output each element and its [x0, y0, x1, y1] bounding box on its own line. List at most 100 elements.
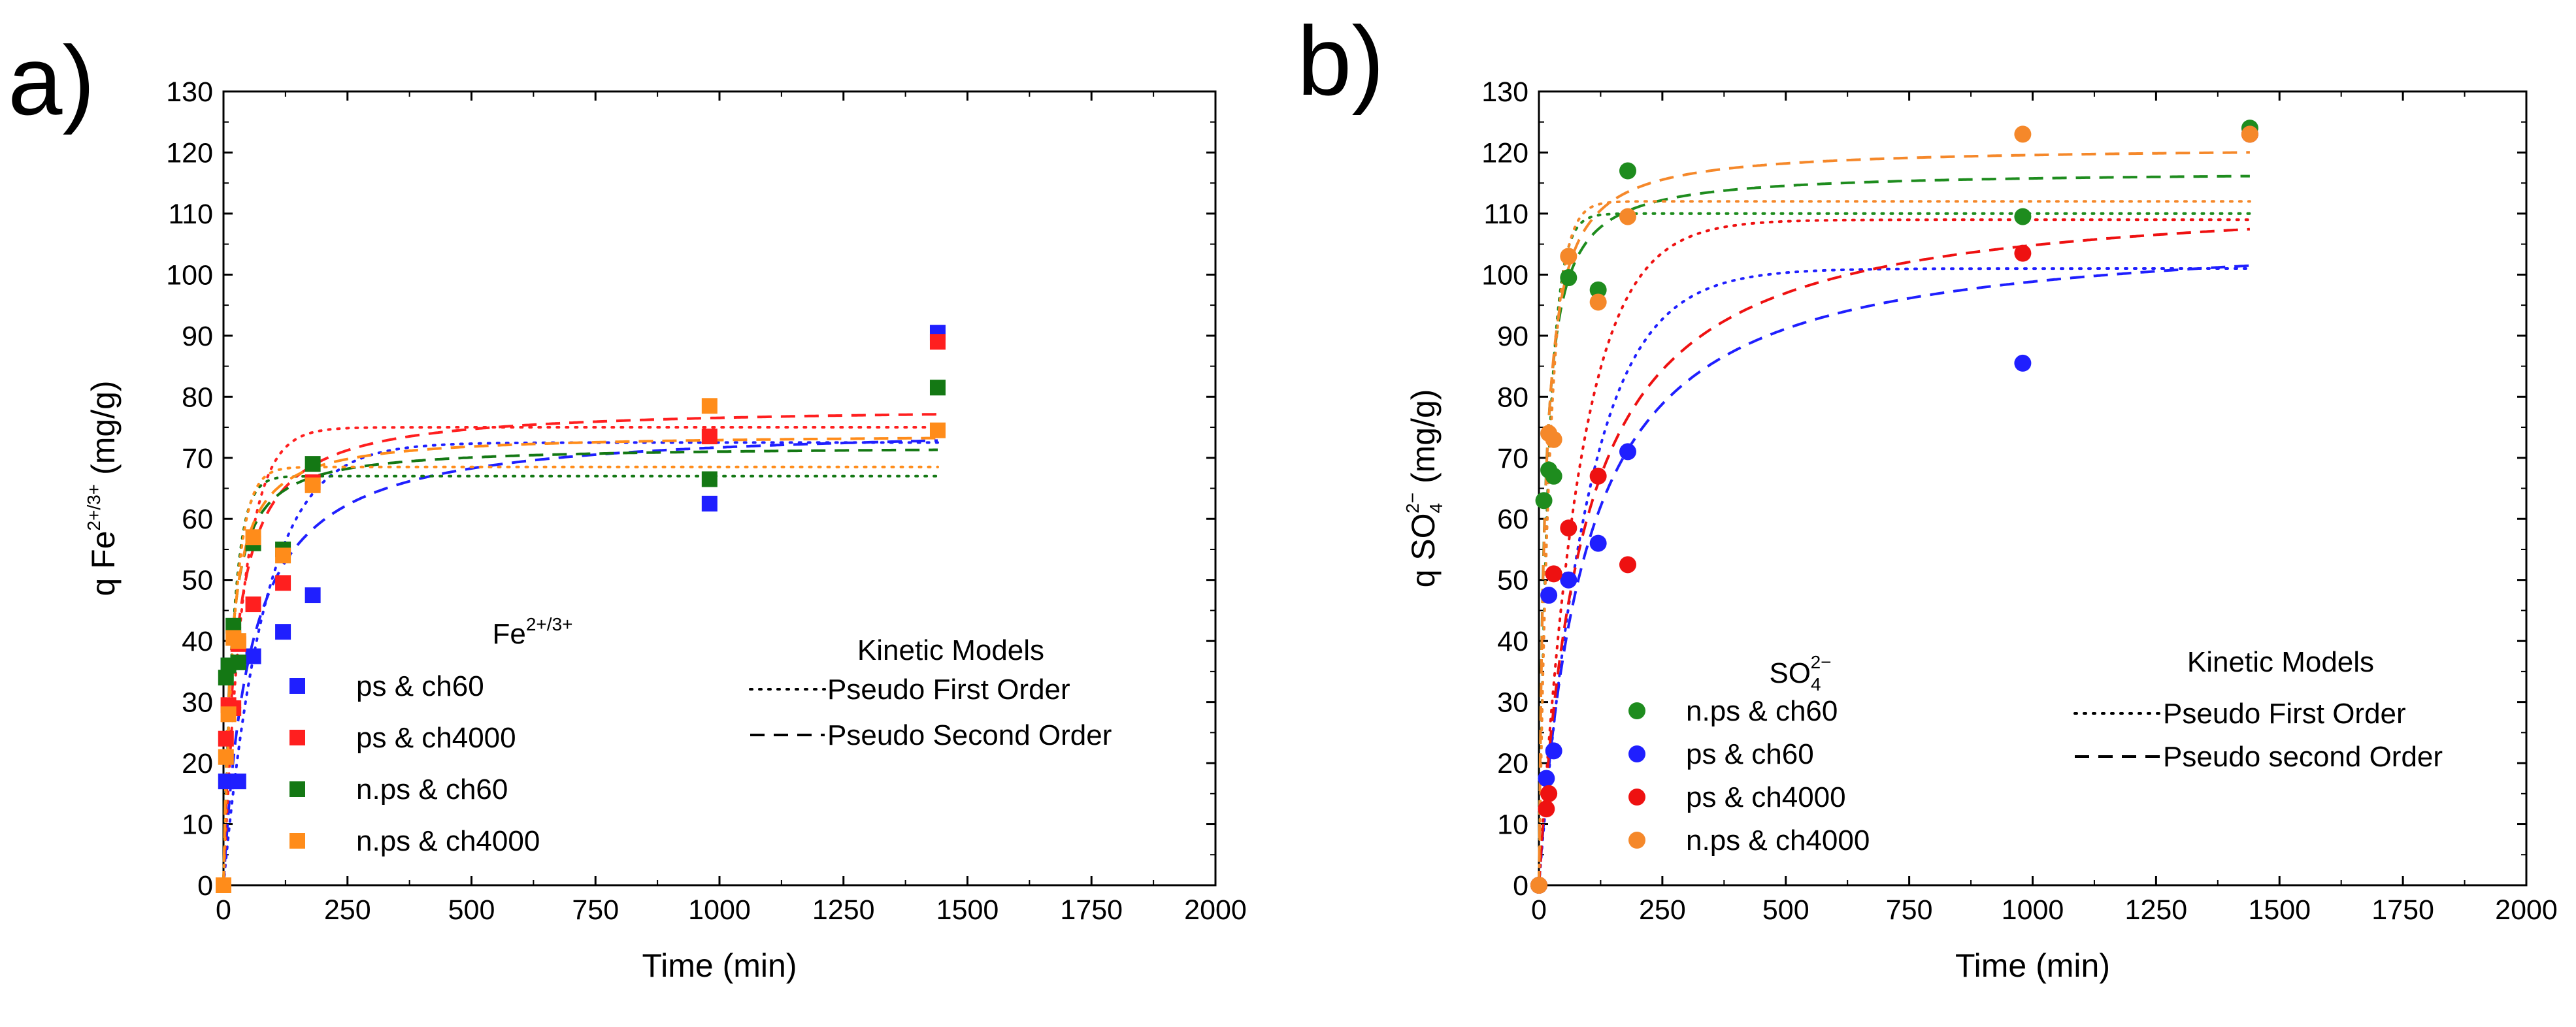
model-legend-label: Pseudo First Order [827, 674, 1070, 706]
data-point [1560, 269, 1577, 287]
data-point [701, 495, 718, 512]
y-title-main: q Fe [85, 530, 122, 596]
y-tick-label: 130 [166, 76, 213, 108]
data-point [216, 877, 231, 893]
y-title-sup: 2− [1402, 493, 1423, 514]
data-point [275, 575, 291, 591]
data-point [2241, 125, 2258, 143]
x-tick-label: 500 [1762, 894, 1809, 926]
y-tick-label: 40 [1497, 626, 1528, 657]
data-point [1545, 742, 1562, 760]
panel-letter: b) [1297, 6, 1384, 116]
y-title-units: (mg/g) [85, 380, 122, 483]
data-point [230, 774, 246, 790]
pfo-curve-ps-ch60 [1538, 267, 2251, 887]
data-point [1589, 281, 1607, 299]
y-title-sup: 2+/3+ [84, 484, 104, 531]
data-point [2014, 125, 2032, 143]
x-tick-label: 0 [216, 894, 231, 926]
x-tick-label: 1750 [2371, 894, 2434, 926]
legend-label: ps & ch4000 [1686, 781, 1846, 813]
y-tick-label: 60 [182, 504, 213, 535]
legend-title-base: SO [1769, 657, 1811, 689]
data-point [1619, 162, 1636, 180]
data-point [1538, 770, 1555, 787]
model-curves [222, 413, 939, 887]
y-tick-label: 30 [1497, 687, 1528, 719]
model-legend-title: Kinetic Models [2187, 646, 2374, 678]
model-legend-title: Kinetic Models [857, 634, 1044, 666]
x-tick-label: 500 [448, 894, 495, 926]
y-axis-title: q SO42− (mg/g) [1402, 389, 1446, 588]
data-point [929, 380, 946, 396]
legend-marker [289, 833, 305, 849]
data-point [305, 456, 321, 472]
panel-b: b) 0 250 500 750 1000 1250 1500 1750 2000 0 10 20 30 4… [1297, 6, 2558, 984]
y-tick-label: 90 [182, 321, 213, 352]
y-tick-label: 90 [1497, 321, 1528, 352]
model-legend-label: Pseudo First Order [2163, 698, 2406, 730]
data-point [1535, 492, 1553, 510]
y-tick-label: 100 [1481, 259, 1528, 291]
data-point [245, 596, 261, 613]
pso-curve-n-ps-ch60 [1538, 174, 2250, 886]
pfo-curve-ps-ch4000 [1538, 218, 2251, 887]
data-point [245, 529, 261, 546]
y-tick-label: 130 [1481, 76, 1528, 108]
data-point [1545, 467, 1562, 485]
pso-curve-n-ps-ch60 [222, 448, 938, 886]
data-point [1545, 431, 1562, 448]
x-tick-label: 1000 [688, 894, 751, 926]
data-point [701, 398, 718, 414]
y-tick-label: 70 [182, 443, 213, 474]
data-legend-title: SO42− [1769, 652, 1831, 694]
legend-marker [1628, 832, 1645, 849]
data-point [1560, 519, 1577, 537]
x-tick-label: 1250 [812, 894, 875, 926]
legend-marker [1628, 745, 1645, 762]
legend-marker [1628, 702, 1645, 719]
data-point [2014, 354, 2032, 372]
data-point [305, 477, 321, 493]
data-point [1540, 587, 1558, 604]
data-points [216, 325, 946, 893]
pso-curve-ps-ch60 [1538, 264, 2251, 886]
x-tick-label: 2000 [2495, 894, 2558, 926]
y-tick-label: 10 [182, 809, 213, 841]
data-point [1619, 208, 1636, 225]
data-point [1560, 248, 1577, 265]
y-tick-label: 100 [166, 259, 213, 291]
y-tick-label: 10 [1497, 809, 1528, 841]
legend-label: n.ps & ch4000 [356, 825, 540, 857]
pfo-curve-n-ps-ch60 [1538, 212, 2251, 887]
data-point [1589, 293, 1607, 311]
pfo-curve-ps-ch4000 [222, 426, 939, 887]
data-point [245, 648, 261, 664]
y-tick-label: 70 [1497, 443, 1528, 474]
data-point [1545, 565, 1562, 583]
y-tick-label: 60 [1497, 504, 1528, 535]
data-point [1619, 443, 1636, 461]
y-tick-label: 0 [1513, 870, 1528, 902]
data-point [1619, 556, 1636, 574]
legend-marker [1628, 789, 1645, 806]
y-title-main: q SO [1405, 513, 1442, 587]
model-curves [1538, 151, 2251, 887]
data-point [929, 334, 946, 350]
legend-label: n.ps & ch60 [356, 774, 508, 806]
legend-label: n.ps & ch60 [1686, 695, 1838, 727]
data-point [305, 587, 321, 604]
legend-title-sub: 4 [1811, 674, 1821, 694]
y-tick-label: 80 [182, 382, 213, 413]
y-tick-label: 120 [166, 137, 213, 169]
x-tick-label: 1750 [1060, 894, 1123, 926]
data-point [1540, 785, 1558, 802]
data-points [1530, 120, 2258, 894]
x-tick-label: 750 [1886, 894, 1933, 926]
legend-title-base: Fe [493, 618, 526, 650]
pso-curve-ps-ch4000 [1538, 227, 2251, 886]
legend-label: ps & ch4000 [356, 722, 516, 754]
x-tick-label: 250 [324, 894, 371, 926]
pso-curve-ps-ch60 [222, 439, 938, 886]
